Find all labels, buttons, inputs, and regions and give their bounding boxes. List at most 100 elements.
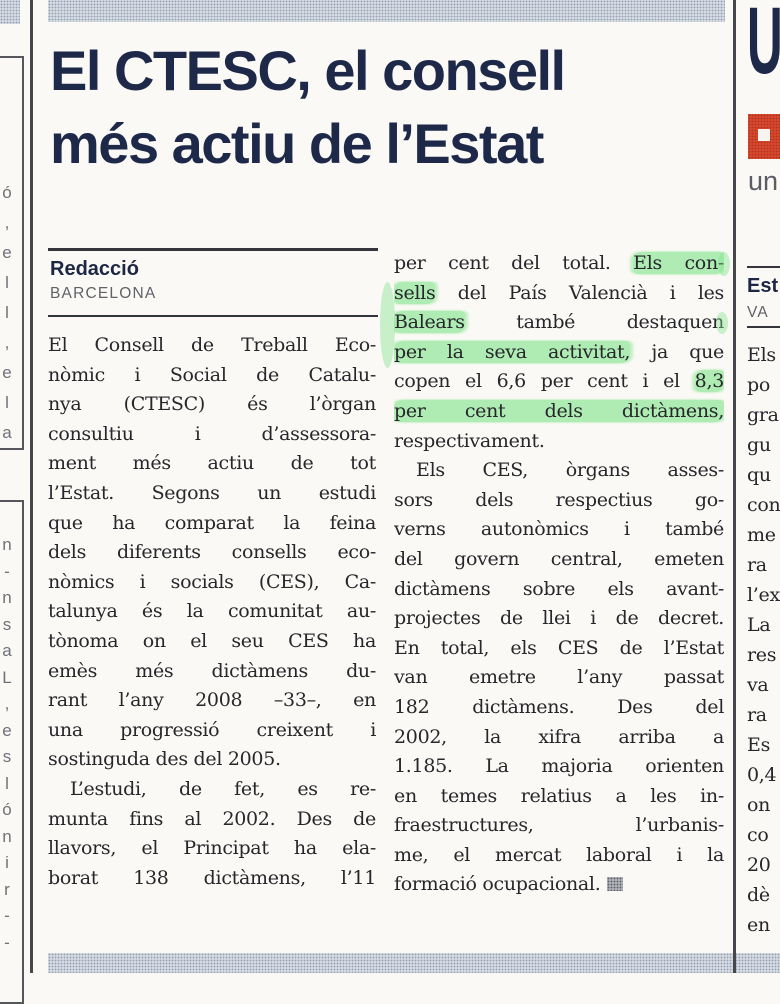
text-segment: emès més dictàmens du- bbox=[48, 659, 376, 682]
article-line: L’estudi, de fet, es re- bbox=[48, 775, 376, 805]
byline-block: Redacció BARCELONA bbox=[48, 248, 378, 317]
text-segment: me, el mercat laboral i la bbox=[394, 843, 724, 866]
cut-text-fragment: 0,4 bbox=[747, 764, 777, 786]
cut-text-fragment: ra bbox=[747, 704, 767, 726]
article-line: del govern central, emeten bbox=[394, 545, 724, 575]
cut-off-kicker-text: un bbox=[748, 166, 779, 196]
headline-line-2: més actiu de l’Estat bbox=[50, 112, 544, 175]
bullet-inner-square bbox=[758, 129, 770, 141]
halftone-separator-bar-top bbox=[48, 0, 725, 22]
article-line: van emetre l’any passat bbox=[394, 663, 724, 693]
article-line: per cent del total. Els con- bbox=[394, 249, 724, 279]
cut-text-fragment: po bbox=[747, 374, 771, 396]
halftone-separator-bar-bottom bbox=[48, 953, 780, 973]
text-segment: 1.185. La majoria orienten bbox=[394, 755, 724, 778]
highlighted-text: Balears bbox=[394, 311, 465, 334]
byline-rule-fragment bbox=[747, 266, 780, 268]
cut-text-fragment: e bbox=[2, 720, 12, 740]
cut-text-fragment: va bbox=[747, 674, 769, 696]
article-line: per cent dels dictàmens, bbox=[394, 397, 724, 427]
cut-text-fragment: - bbox=[4, 561, 10, 581]
article-line: tònoma on el seu CES ha bbox=[48, 627, 376, 657]
cut-text-fragment: l bbox=[5, 303, 9, 322]
text-segment: fraestructures, l’urbanis- bbox=[394, 814, 724, 837]
article-line: rant l’any 2008 –33–, en bbox=[48, 686, 376, 716]
text-segment: nòmics i socials (CES), Ca- bbox=[48, 570, 376, 593]
article-line: llavors, el Principat ha ela- bbox=[48, 834, 376, 864]
highlighted-text: per cent dels dictàmens, bbox=[394, 399, 724, 422]
cut-text-fragment: co bbox=[747, 824, 769, 846]
article-line: projectes de llei i de decret. bbox=[394, 604, 724, 634]
halftone-bar-fragment-top-left bbox=[0, 0, 20, 24]
text-segment: també destaquen bbox=[464, 311, 724, 334]
article-line: 182 dictàmens. Des del bbox=[394, 693, 724, 723]
cut-text-fragment: ó bbox=[2, 183, 12, 202]
text-segment: borat 138 dictàmens, l’11 bbox=[48, 866, 376, 889]
cut-text-fragment: , bbox=[4, 213, 10, 232]
highlighted-text: 8,3 bbox=[694, 370, 724, 393]
highlighter-smudge bbox=[380, 282, 395, 368]
article-line: nòmics i socials (CES), Ca- bbox=[48, 568, 376, 598]
byline-rule-fragment bbox=[747, 326, 780, 328]
cut-text-fragment: s bbox=[2, 614, 12, 634]
text-segment: tònoma on el seu CES ha bbox=[48, 629, 376, 652]
text-segment: una progressió creixent i bbox=[48, 718, 376, 741]
red-square-bullet-icon bbox=[748, 114, 780, 159]
article-line: ment més actiu de tot bbox=[48, 449, 376, 479]
text-segment: l’Estat. Segons un estudi bbox=[48, 481, 376, 504]
article-line: nya (CTESC) és l’òrgan bbox=[48, 390, 376, 420]
article-line: fraestructures, l’urbanis- bbox=[394, 811, 724, 841]
highlighter-smudge bbox=[718, 252, 730, 276]
text-segment: del govern central, emeten bbox=[394, 547, 724, 570]
text-segment: munta fins al 2002. Des de bbox=[48, 807, 376, 830]
article-line: consultiu i d’assessora- bbox=[48, 420, 376, 450]
text-segment: L’estudi, de fet, es re- bbox=[70, 777, 376, 800]
cut-text-fragment: l bbox=[5, 393, 9, 412]
text-segment: ment més actiu de tot bbox=[48, 452, 376, 475]
cut-text-fragment: 20 bbox=[747, 854, 771, 876]
highlighted-text: per la seva activitat, bbox=[394, 340, 631, 363]
article-line: me, el mercat laboral i la bbox=[394, 841, 724, 871]
cut-text-fragment: l bbox=[5, 273, 9, 292]
article-line: borat 138 dictàmens, l’11 bbox=[48, 864, 376, 894]
cut-text-fragment: r bbox=[4, 879, 10, 899]
text-segment: El Consell de Treball Eco- bbox=[48, 334, 376, 356]
text-segment: sostinguda des del 2005. bbox=[48, 748, 281, 771]
text-segment: En total, els CES de l’Estat bbox=[394, 636, 724, 659]
text-segment: consultiu i d’assessora- bbox=[48, 422, 376, 445]
text-segment: verns autonòmics i també bbox=[394, 518, 724, 541]
cut-text-fragment: ó bbox=[2, 800, 12, 819]
cut-text-fragment: n bbox=[2, 535, 12, 554]
article-line: nòmic i Social de Catalu- bbox=[48, 361, 376, 391]
article-line: sors dels respectius go- bbox=[394, 486, 724, 516]
cut-text-fragment: en bbox=[747, 914, 770, 936]
byline-author: Redacció bbox=[50, 258, 139, 280]
cut-text-fragment: - bbox=[4, 906, 10, 925]
text-segment: per cent del total. bbox=[394, 252, 634, 274]
text-segment: nòmic i Social de Catalu- bbox=[48, 363, 376, 386]
text-segment: rant l’any 2008 –33–, en bbox=[48, 689, 376, 712]
article-line: talunya és la comunitat au- bbox=[48, 597, 376, 627]
cut-text-fragment: e bbox=[2, 243, 12, 262]
article-line: copen el 6,6 per cent i el 8,3 bbox=[394, 367, 724, 397]
byline-author-fragment: Est bbox=[747, 275, 779, 297]
highlighter-smudge bbox=[716, 312, 728, 334]
article-line: en temes relatius a les in- bbox=[394, 782, 724, 812]
cut-text-fragment: s bbox=[2, 747, 12, 766]
text-segment: dictàmens sobre els avant- bbox=[394, 577, 724, 600]
cut-text-fragment: L bbox=[2, 667, 12, 687]
cut-text-fragment: i bbox=[5, 853, 9, 872]
text-segment: talunya és la comunitat au- bbox=[48, 600, 376, 623]
text-segment: respectivament. bbox=[394, 429, 545, 452]
cut-text-fragment: , bbox=[4, 694, 10, 713]
cut-text-fragment: a bbox=[2, 641, 12, 660]
text-segment: que ha comparat la feina bbox=[48, 511, 376, 534]
text-segment: del País Valencià i les bbox=[435, 281, 724, 304]
text-segment: en temes relatius a les in- bbox=[394, 784, 724, 807]
article-line: sostinguda des del 2005. bbox=[48, 745, 376, 775]
article-headline: El CTESC, el consell més actiu de l’Esta… bbox=[50, 34, 566, 180]
article-line: respectivament. bbox=[394, 427, 724, 457]
